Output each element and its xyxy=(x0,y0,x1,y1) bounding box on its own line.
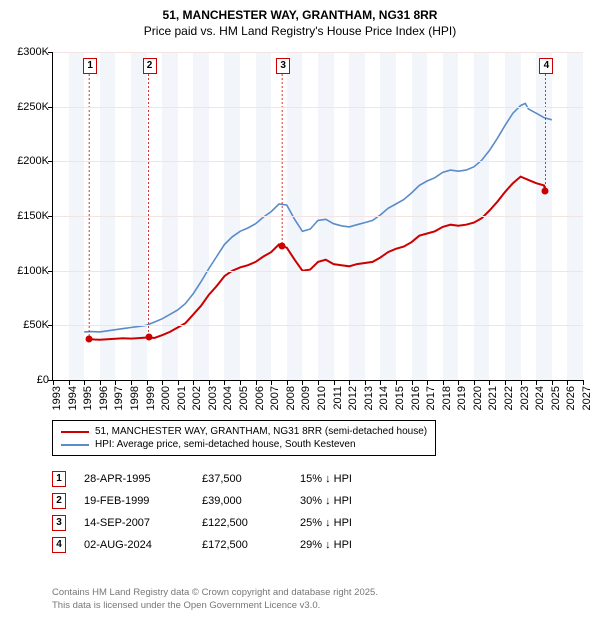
x-tick-label: 1999 xyxy=(145,386,157,410)
legend-row: HPI: Average price, semi-detached house,… xyxy=(61,438,427,451)
transaction-marker: 2 xyxy=(143,58,157,74)
x-tick-label: 2013 xyxy=(363,386,375,410)
x-tick-label: 2021 xyxy=(487,386,499,410)
y-tick-label: £200K xyxy=(17,155,49,167)
y-tick-label: £250K xyxy=(17,101,49,113)
transaction-price: £37,500 xyxy=(202,473,282,485)
chart-plot-area: £0£50K£100K£150K£200K£250K£300K199319941… xyxy=(52,52,583,381)
x-tick-label: 2026 xyxy=(565,386,577,410)
transaction-delta: 25% ↓ HPI xyxy=(300,517,380,529)
transaction-marker: 3 xyxy=(276,58,290,74)
transaction-price: £172,500 xyxy=(202,539,282,551)
x-tick-label: 2006 xyxy=(254,386,266,410)
transaction-index: 4 xyxy=(52,537,66,553)
transaction-index: 3 xyxy=(52,515,66,531)
x-tick-label: 2002 xyxy=(191,386,203,410)
x-tick-label: 2025 xyxy=(550,386,562,410)
transaction-row: 1 28-APR-1995 £37,500 15% ↓ HPI xyxy=(52,468,380,490)
transaction-date: 19-FEB-1999 xyxy=(84,495,184,507)
transaction-dot xyxy=(86,336,93,343)
transaction-price: £122,500 xyxy=(202,517,282,529)
x-tick-label: 2008 xyxy=(285,386,297,410)
x-tick-label: 1993 xyxy=(51,386,63,410)
x-tick-label: 2024 xyxy=(534,386,546,410)
transaction-dot xyxy=(279,243,286,250)
y-tick-label: £50K xyxy=(23,319,49,331)
transaction-index: 2 xyxy=(52,493,66,509)
x-tick-label: 2014 xyxy=(378,386,390,410)
transaction-dot xyxy=(145,334,152,341)
transaction-delta: 29% ↓ HPI xyxy=(300,539,380,551)
x-tick-label: 2017 xyxy=(425,386,437,410)
y-tick-label: £100K xyxy=(17,265,49,277)
x-tick-label: 1994 xyxy=(67,386,79,410)
transaction-dot xyxy=(542,188,549,195)
legend-swatch-blue xyxy=(61,444,89,446)
x-tick-label: 2007 xyxy=(269,386,281,410)
x-tick-label: 2020 xyxy=(472,386,484,410)
legend-row: 51, MANCHESTER WAY, GRANTHAM, NG31 8RR (… xyxy=(61,425,427,438)
x-tick-label: 2011 xyxy=(332,386,344,410)
transaction-delta: 15% ↓ HPI xyxy=(300,473,380,485)
x-tick-label: 2005 xyxy=(238,386,250,410)
x-tick-label: 1997 xyxy=(113,386,125,410)
transaction-index: 1 xyxy=(52,471,66,487)
x-tick-label: 2009 xyxy=(300,386,312,410)
y-tick-label: £300K xyxy=(17,46,49,58)
x-tick-label: 1996 xyxy=(98,386,110,410)
chart-title: 51, MANCHESTER WAY, GRANTHAM, NG31 8RR xyxy=(0,0,600,24)
transaction-row: 2 19-FEB-1999 £39,000 30% ↓ HPI xyxy=(52,490,380,512)
x-tick-label: 2027 xyxy=(581,386,593,410)
x-tick-label: 2022 xyxy=(503,386,515,410)
legend-swatch-red xyxy=(61,431,89,433)
x-tick-label: 2000 xyxy=(160,386,172,410)
chart-container: { "title": "51, MANCHESTER WAY, GRANTHAM… xyxy=(0,0,600,620)
transaction-row: 4 02-AUG-2024 £172,500 29% ↓ HPI xyxy=(52,534,380,556)
x-tick-label: 2015 xyxy=(394,386,406,410)
transaction-date: 02-AUG-2024 xyxy=(84,539,184,551)
x-tick-label: 1998 xyxy=(129,386,141,410)
transaction-marker: 4 xyxy=(539,58,553,74)
footer-line1: Contains HM Land Registry data © Crown c… xyxy=(52,587,378,599)
x-tick-label: 2010 xyxy=(316,386,328,410)
transaction-marker: 1 xyxy=(83,58,97,74)
y-tick-label: £150K xyxy=(17,210,49,222)
x-tick-label: 2016 xyxy=(410,386,422,410)
x-tick-label: 1995 xyxy=(82,386,94,410)
legend-label-red: 51, MANCHESTER WAY, GRANTHAM, NG31 8RR (… xyxy=(95,426,427,437)
legend-label-blue: HPI: Average price, semi-detached house,… xyxy=(95,439,356,450)
legend: 51, MANCHESTER WAY, GRANTHAM, NG31 8RR (… xyxy=(52,420,436,456)
chart-subtitle: Price paid vs. HM Land Registry's House … xyxy=(0,24,600,44)
transaction-table: 1 28-APR-1995 £37,500 15% ↓ HPI 2 19-FEB-1999… xyxy=(52,468,380,556)
transaction-delta: 30% ↓ HPI xyxy=(300,495,380,507)
transaction-row: 3 14-SEP-2007 £122,500 25% ↓ HPI xyxy=(52,512,380,534)
transaction-date: 28-APR-1995 xyxy=(84,473,184,485)
transaction-price: £39,000 xyxy=(202,495,282,507)
x-tick-label: 2001 xyxy=(176,386,188,410)
footer-line2: This data is licensed under the Open Gov… xyxy=(52,600,378,612)
x-tick-label: 2023 xyxy=(519,386,531,410)
x-tick-label: 2012 xyxy=(347,386,359,410)
x-tick-label: 2003 xyxy=(207,386,219,410)
footer: Contains HM Land Registry data © Crown c… xyxy=(52,587,378,612)
transaction-date: 14-SEP-2007 xyxy=(84,517,184,529)
x-tick-label: 2019 xyxy=(456,386,468,410)
x-tick-label: 2004 xyxy=(222,386,234,410)
x-tick-label: 2018 xyxy=(441,386,453,410)
